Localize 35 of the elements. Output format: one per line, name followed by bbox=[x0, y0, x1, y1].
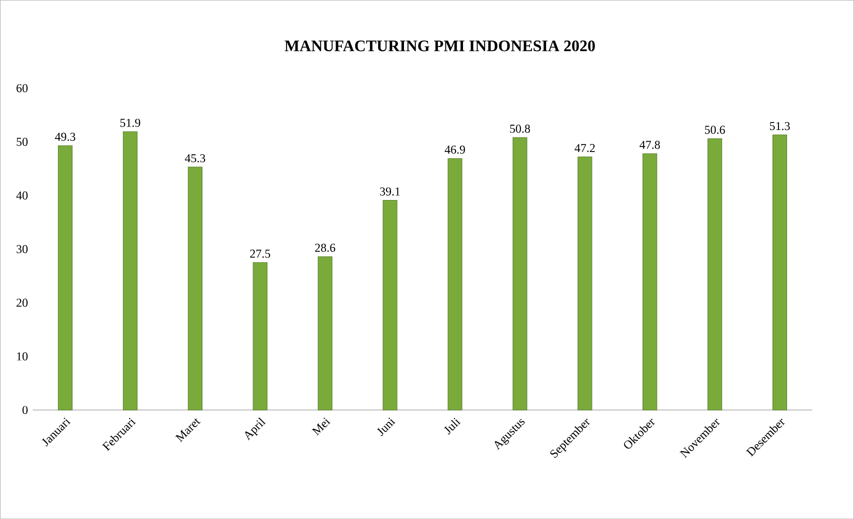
data-label: 51.3 bbox=[770, 122, 790, 130]
bar bbox=[512, 137, 528, 410]
data-label: 50.6 bbox=[705, 126, 725, 134]
y-tick-label: 10 bbox=[17, 352, 28, 360]
x-tick-label: Juni bbox=[376, 418, 396, 436]
bar bbox=[252, 262, 268, 410]
bar bbox=[318, 256, 332, 410]
y-tick-label: 20 bbox=[16, 298, 28, 307]
data-label: 27.5 bbox=[250, 250, 270, 258]
bar bbox=[642, 153, 658, 410]
y-tick-label: 30 bbox=[16, 244, 28, 254]
bar bbox=[58, 145, 72, 410]
bar bbox=[382, 200, 398, 410]
y-tick-label: 60 bbox=[16, 84, 28, 92]
data-label: 39.1 bbox=[380, 187, 400, 196]
bar bbox=[188, 166, 202, 410]
y-tick-label: 0 bbox=[22, 406, 28, 414]
bar bbox=[772, 134, 788, 410]
bar bbox=[122, 131, 138, 410]
data-label: 49.3 bbox=[54, 132, 76, 141]
y-tick-label: 50 bbox=[16, 138, 28, 146]
x-tick-label: Mei bbox=[312, 418, 331, 436]
data-label: 51.9 bbox=[120, 118, 140, 127]
data-label: 47.8 bbox=[640, 140, 660, 149]
data-label: 50.8 bbox=[510, 124, 530, 133]
chart-title: MANUFACTURING PMI INDONESIA 2020 bbox=[284, 40, 595, 52]
bar bbox=[578, 156, 592, 410]
y-tick-label: 40 bbox=[16, 191, 28, 200]
data-label: 45.3 bbox=[184, 154, 206, 162]
data-label: 28.6 bbox=[315, 244, 336, 252]
data-label: 46.9 bbox=[444, 146, 465, 154]
bar bbox=[708, 138, 722, 410]
bar bbox=[448, 158, 462, 410]
x-tick-label: Juli bbox=[444, 418, 461, 434]
data-label: 47.2 bbox=[574, 144, 595, 152]
